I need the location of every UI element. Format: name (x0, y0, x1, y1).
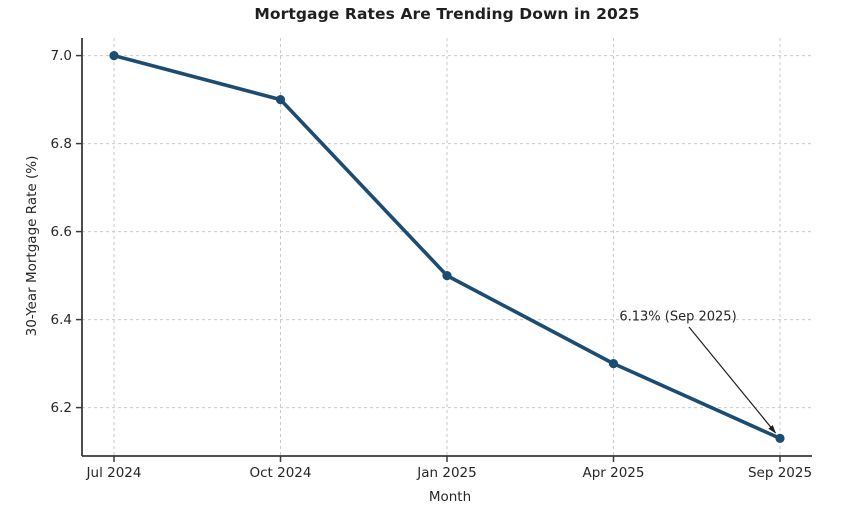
axis-ticks (76, 54, 781, 462)
y-tick-label: 6.2 (51, 400, 72, 416)
rate-series (109, 51, 785, 443)
annotation-layer (688, 326, 777, 434)
x-axis-title: Month (429, 489, 471, 505)
y-tick-label: 6.4 (51, 312, 72, 328)
data-point-marker (109, 51, 119, 61)
y-axis-title: 30-Year Mortgage Rate (%) (24, 156, 40, 337)
x-tick-label: Apr 2025 (582, 465, 644, 481)
x-tick-label: Jul 2024 (86, 465, 142, 481)
axis-tick-labels: 7.0 6.8 6.6 6.4 6.2 Jul 2024 Oct 2024 Jan 2025 A… (51, 48, 813, 481)
annotation-label: 6.13% (Sep 2025) (619, 310, 736, 325)
x-tick-label: Jan 2025 (416, 465, 476, 481)
data-point-marker (775, 433, 785, 443)
data-point-marker (442, 271, 452, 281)
annotation-arrow (688, 326, 777, 434)
y-tick-label: 7.0 (51, 48, 72, 64)
chart-title: Mortgage Rates Are Trending Down in 2025 (254, 5, 640, 23)
x-tick-label: Oct 2024 (250, 465, 312, 481)
grid-lines (82, 38, 812, 456)
y-tick-label: 6.6 (51, 224, 72, 240)
data-point-marker (608, 359, 619, 369)
x-tick-label: Sep 2025 (748, 465, 812, 481)
data-point-marker (275, 95, 286, 105)
y-tick-label: 6.8 (51, 136, 72, 152)
